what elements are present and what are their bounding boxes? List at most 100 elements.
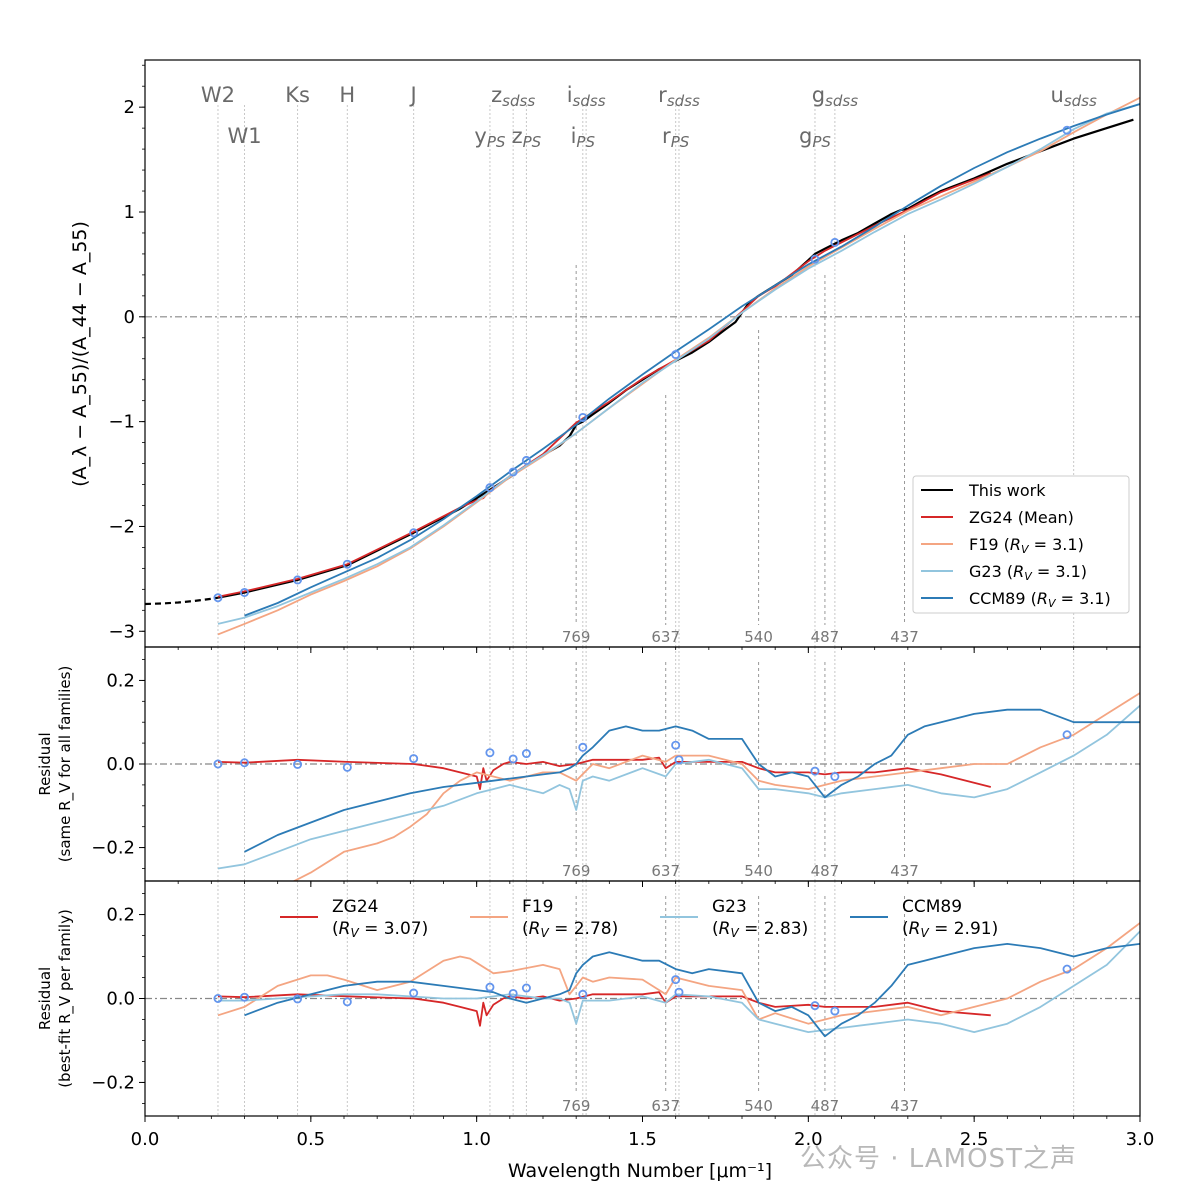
data-point bbox=[671, 740, 681, 750]
filter-label: isdss bbox=[567, 83, 606, 110]
legend-label: F19 (RV = 3.1) bbox=[969, 535, 1084, 556]
filter-label-main: g bbox=[812, 83, 825, 107]
data-point bbox=[810, 766, 820, 776]
data-point bbox=[293, 994, 303, 1004]
filter-label-main: Ks bbox=[285, 83, 310, 107]
x-tick-label: 0.5 bbox=[297, 1129, 326, 1150]
annotation-layer: 769 637 540 487 437 769 637 540 487 437 769 637 540 4… bbox=[201, 83, 1097, 1115]
legend-rv-line: (RV = 2.91) bbox=[902, 919, 998, 940]
filter-label-main: W1 bbox=[227, 124, 261, 148]
filter-label-sub: PS bbox=[576, 133, 595, 151]
data-point bbox=[830, 1006, 840, 1016]
legend-rv-value: = 2.78) bbox=[549, 919, 619, 939]
legend-rv-line: (RV = 3.07) bbox=[332, 919, 428, 940]
legend-label-text: G23 ( bbox=[969, 562, 1013, 581]
data-point bbox=[810, 254, 820, 264]
data-point bbox=[671, 350, 681, 360]
legend-rv-tail: = 3.1) bbox=[1029, 535, 1084, 554]
data-point bbox=[239, 992, 249, 1002]
filter-label-sub: sdss bbox=[1064, 92, 1097, 110]
series-line-this_work_extrap-main bbox=[145, 596, 219, 606]
data-point bbox=[578, 742, 588, 752]
filter-label-main: r bbox=[658, 83, 667, 107]
data-point bbox=[485, 483, 495, 493]
data-point bbox=[409, 528, 419, 538]
wavelength-marker-label: 487 bbox=[811, 1097, 840, 1115]
filter-label: gsdss bbox=[812, 83, 858, 110]
wavelength-marker-label: 540 bbox=[744, 628, 773, 646]
filter-label: usdss bbox=[1051, 83, 1097, 110]
legend-rv: R bbox=[719, 919, 731, 939]
filter-label: J bbox=[409, 83, 417, 107]
filter-label-main: H bbox=[339, 83, 355, 107]
wavelength-marker-label: 769 bbox=[562, 1097, 591, 1115]
legend-label-text: CCM89 ( bbox=[969, 589, 1037, 608]
filter-label: rsdss bbox=[658, 83, 700, 110]
data-point bbox=[239, 587, 249, 597]
data-point bbox=[578, 412, 588, 422]
y-tick-label: −3 bbox=[108, 621, 135, 642]
wavelength-marker-label: 437 bbox=[890, 628, 919, 646]
legend-rv-sub: V bbox=[540, 926, 549, 940]
wavelength-marker-label: 769 bbox=[562, 628, 591, 646]
filter-label: zPS bbox=[512, 124, 542, 151]
series-line-ccm89-residual_same_rv bbox=[244, 708, 1140, 853]
y-axis-label-main: (A_λ − A_55)/(A_44 − A_55) bbox=[69, 221, 91, 487]
legend-rv-value: = 2.91) bbox=[929, 919, 999, 939]
legend-series-name: CCM89 bbox=[902, 897, 962, 917]
legend-series-name: ZG24 bbox=[332, 897, 378, 917]
data-point bbox=[1062, 730, 1072, 740]
legend-rv: R bbox=[1037, 589, 1048, 608]
x-tick-label: 2.0 bbox=[794, 1129, 823, 1150]
data-point bbox=[830, 237, 840, 247]
wavelength-marker-label: 487 bbox=[811, 862, 840, 880]
legend-paren: ( bbox=[332, 919, 339, 939]
filter-label-main: W2 bbox=[201, 83, 235, 107]
y-axis-label-line1: Residual bbox=[36, 732, 54, 795]
x-tick-label: 1.5 bbox=[628, 1129, 657, 1150]
x-tick-label: 3.0 bbox=[1126, 1129, 1155, 1150]
filter-label-main: i bbox=[571, 124, 577, 148]
data-point bbox=[671, 975, 681, 985]
data-point bbox=[521, 455, 531, 465]
series-line-zg24-residual_same_rv bbox=[217, 756, 992, 790]
legend-rv-value: = 3.07) bbox=[359, 919, 429, 939]
y-tick-label: −1 bbox=[108, 412, 135, 433]
series-line-ccm89-main bbox=[244, 103, 1140, 617]
legend-label: CCM89 (RV = 3.1) bbox=[969, 589, 1111, 610]
legend-label: This work bbox=[968, 481, 1046, 500]
wavelength-marker-label: 637 bbox=[651, 862, 680, 880]
filter-label-main: g bbox=[799, 124, 812, 148]
series-line-g23-residual_same_rv bbox=[217, 704, 1140, 870]
legend-paren: ( bbox=[522, 919, 529, 939]
data-point bbox=[508, 988, 518, 998]
wavelength-marker-label: 437 bbox=[890, 1097, 919, 1115]
legend-rv: R bbox=[909, 919, 921, 939]
wavelength-marker-label: 487 bbox=[811, 628, 840, 646]
wavelength-marker-label: 637 bbox=[651, 1097, 680, 1115]
filter-label: yPS bbox=[474, 124, 505, 151]
wavelength-marker-label: 540 bbox=[744, 1097, 773, 1115]
wavelength-marker-label: 540 bbox=[744, 862, 773, 880]
filter-label: Ks bbox=[285, 83, 310, 107]
data-point bbox=[293, 759, 303, 769]
legend-rv-sub: V bbox=[920, 926, 929, 940]
series-line-zg24-residual_best_fit bbox=[217, 991, 991, 1027]
y-tick-label: 0.0 bbox=[106, 989, 135, 1010]
legend-paren: ( bbox=[712, 919, 719, 939]
wavelength-marker-label: 437 bbox=[890, 862, 919, 880]
data-point bbox=[578, 989, 588, 999]
data-point bbox=[213, 994, 223, 1004]
legend-rv-sub: V bbox=[1021, 543, 1030, 556]
data-point bbox=[213, 593, 223, 603]
filter-label-main: y bbox=[474, 124, 486, 148]
data-point bbox=[1062, 964, 1072, 974]
watermark: 公众号 · LAMOST之声 bbox=[800, 1144, 1077, 1174]
series-line-zg24-main bbox=[217, 172, 992, 598]
filter-label-sub: PS bbox=[812, 133, 831, 151]
legend-label: G23 (RV = 3.1) bbox=[969, 562, 1087, 583]
legend-rv-value: = 2.83) bbox=[739, 919, 809, 939]
legend-label-text: This work bbox=[968, 481, 1046, 500]
data-point bbox=[508, 467, 518, 477]
filter-label-sub: sdss bbox=[502, 92, 535, 110]
